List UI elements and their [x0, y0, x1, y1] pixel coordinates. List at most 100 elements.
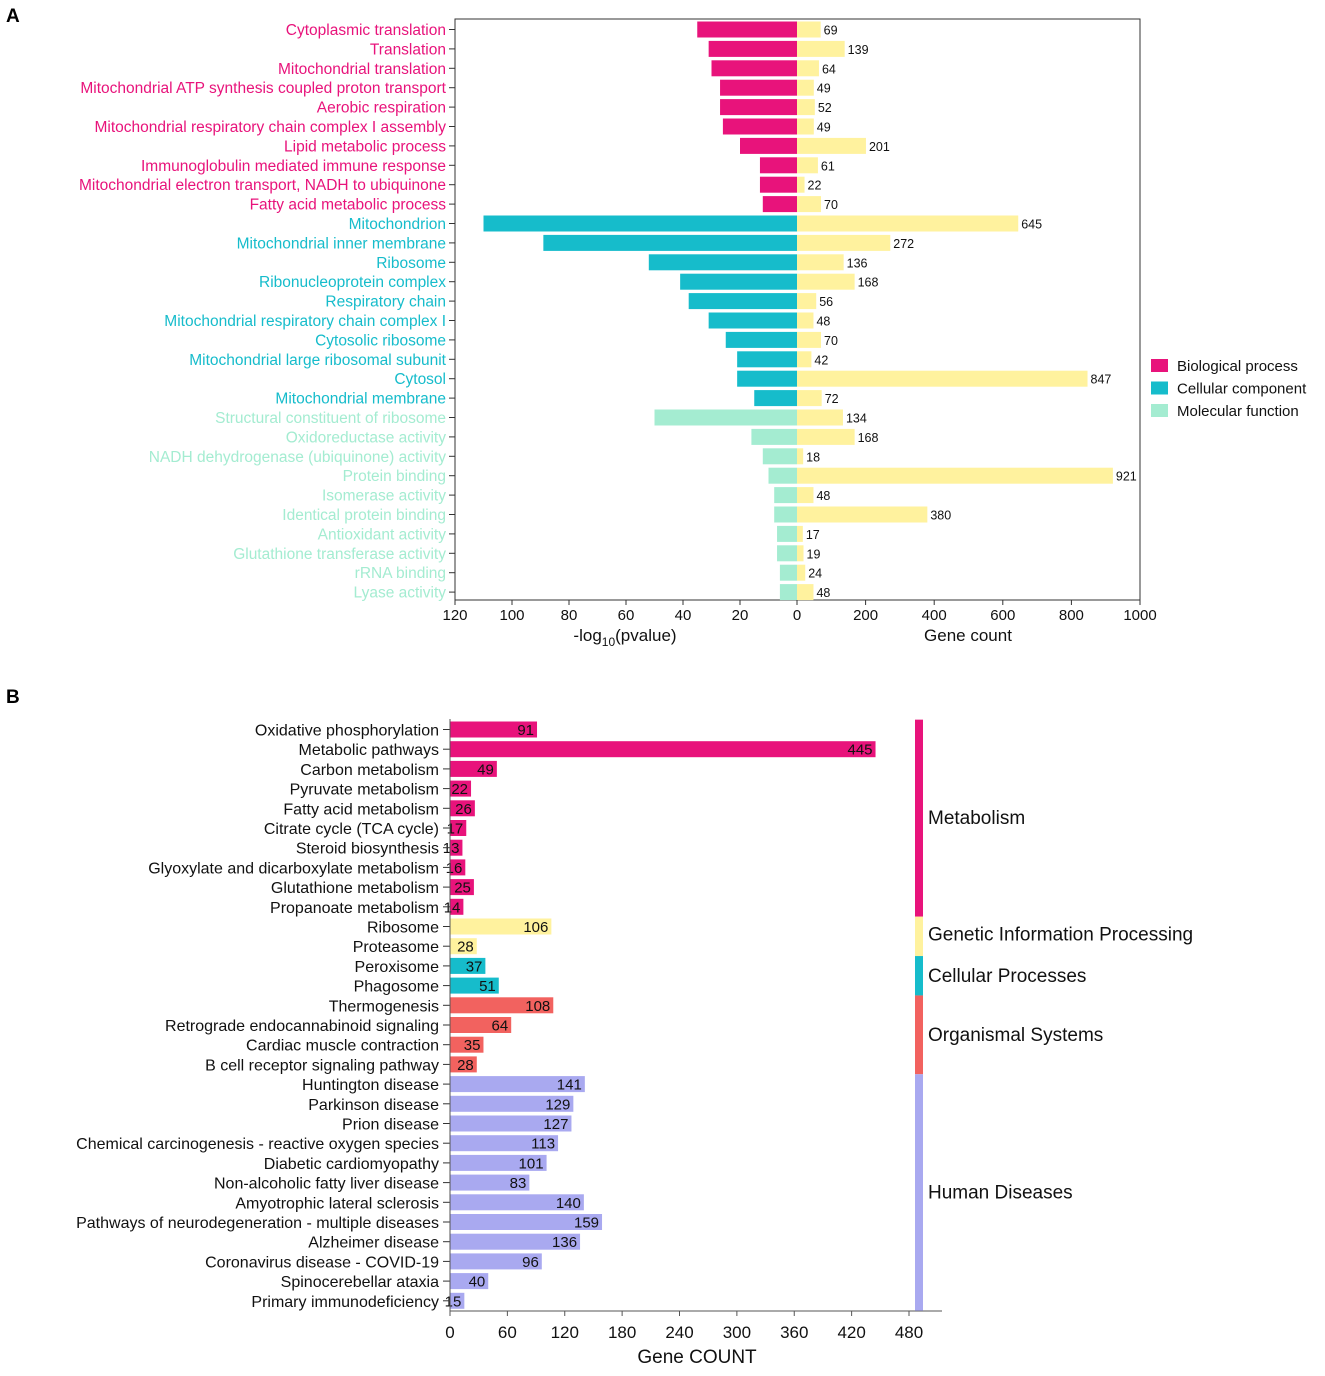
pvalue-bar: [762, 448, 797, 465]
gene-count-bar: [797, 234, 891, 251]
pathway-label: Carbon metabolism: [300, 762, 439, 779]
x-tick-label: 800: [1059, 607, 1084, 624]
pvalue-bar: [680, 273, 797, 290]
term-label: Identical protein binding: [282, 507, 446, 524]
pathway-bar: [450, 820, 467, 836]
pathway-bar: [450, 977, 499, 994]
pathway-value-label: 64: [492, 1018, 509, 1035]
pvalue-bar: [777, 545, 797, 562]
pvalue-bar: [725, 331, 797, 348]
pvalue-bar: [740, 137, 797, 154]
x-tick-label: 300: [723, 1323, 751, 1342]
gene-count-label: 42: [814, 353, 828, 367]
gene-count-bar: [797, 525, 803, 542]
x-tick-label: 0: [445, 1323, 454, 1342]
gene-count-label: 72: [825, 392, 839, 406]
term-label: Isomerase activity: [322, 488, 446, 505]
pathway-label: Glutathione metabolism: [271, 880, 439, 897]
x-tick-label: 80: [561, 607, 578, 624]
pathway-bar: [450, 1115, 572, 1132]
pathway-bar: [450, 898, 464, 915]
pathway-bar: [450, 760, 497, 777]
pathway-bar: [450, 1076, 585, 1093]
pathway-label: Non-alcoholic fatty liver disease: [214, 1176, 439, 1193]
gene-count-label: 69: [824, 24, 838, 38]
pathway-bar: [450, 800, 475, 817]
term-label: Structural constituent of ribosome: [215, 410, 446, 427]
x-tick-label: 400: [922, 607, 947, 624]
legend-swatch: [1151, 359, 1168, 372]
pathway-bar: [450, 1292, 465, 1309]
left-axis-title: -log10(pvalue): [573, 626, 676, 649]
pathway-label: Spinocerebellar ataxia: [281, 1274, 439, 1291]
pathway-value-label: 13: [443, 840, 460, 857]
gene-count-bar: [797, 448, 804, 465]
group-label: Cellular Processes: [928, 966, 1086, 987]
gene-count-bar: [797, 545, 804, 562]
gene-count-bar: [797, 176, 805, 193]
panel-b-kegg-pathway-chart: 91 Oxidative phosphorylation 445 Metabolic …: [76, 719, 1193, 1368]
term-label: Mitochondrial respiratory chain complex …: [164, 313, 446, 330]
pathway-bar: [450, 1214, 603, 1230]
legend-label: Cellular component: [1177, 381, 1307, 398]
pathway-bar: [450, 1154, 547, 1171]
left-axis-title-prefix: -log: [573, 626, 601, 645]
group-strip: [915, 956, 923, 996]
pathway-bar: [450, 1253, 542, 1270]
pathway-label: Alzheimer disease: [308, 1235, 439, 1252]
x-tick-label: 360: [780, 1323, 808, 1342]
pvalue-bar: [759, 176, 797, 193]
pathway-value-label: 129: [545, 1096, 570, 1113]
legend-swatch: [1151, 404, 1168, 417]
pathway-label: Oxidative phosphorylation: [255, 723, 439, 740]
gene-count-bar: [797, 428, 855, 445]
pathway-bar: [450, 1135, 559, 1152]
pathway-bar: [450, 780, 472, 797]
legend-label: Biological process: [1177, 358, 1298, 375]
pathway-label: Parkinson disease: [308, 1097, 439, 1114]
pvalue-bar: [722, 118, 797, 135]
pathway-value-label: 49: [477, 761, 494, 778]
x-tick-label: 20: [732, 607, 749, 624]
pathway-value-label: 91: [517, 722, 534, 739]
gene-count-bar: [797, 137, 866, 154]
pathway-label: Steroid biosynthesis: [296, 841, 439, 858]
pathway-label: Pathways of neurodegeneration - multiple…: [76, 1215, 439, 1232]
pathway-label: Diabetic cardiomyopathy: [264, 1156, 439, 1173]
term-label: Antioxidant activity: [318, 526, 447, 543]
pathway-label: Proteasome: [353, 939, 439, 956]
gene-count-label: 56: [819, 295, 833, 309]
x-tick-label: 600: [990, 607, 1015, 624]
gene-count-bar: [797, 196, 822, 213]
pathway-value-label: 37: [466, 958, 483, 975]
term-label: Mitochondrial large ribosomal subunit: [189, 352, 446, 369]
pathway-value-label: 40: [469, 1274, 486, 1291]
group-label: Human Diseases: [928, 1182, 1073, 1203]
pathway-bar: [450, 879, 474, 896]
pathway-label: Chemical carcinogenesis - reactive oxyge…: [76, 1136, 439, 1153]
gene-count-label: 168: [858, 431, 879, 445]
gene-count-label: 48: [816, 315, 830, 329]
pathway-label: Metabolic pathways: [298, 742, 439, 759]
pvalue-bar: [720, 79, 797, 96]
pvalue-bar: [697, 21, 797, 38]
x-tick-label: 120: [551, 1323, 579, 1342]
pvalue-bar: [774, 487, 797, 504]
pathway-value-label: 35: [464, 1037, 481, 1054]
pathway-bar: [450, 938, 477, 955]
pathway-label: Peroxisome: [355, 959, 440, 976]
gene-count-bar: [797, 390, 822, 407]
pathway-value-label: 14: [444, 899, 461, 916]
gene-count-bar: [797, 254, 844, 271]
pvalue-bar: [483, 215, 797, 232]
term-label: Aerobic respiration: [317, 100, 446, 117]
gene-count-label: 272: [893, 237, 914, 251]
pathway-label: Primary immunodeficiency: [251, 1294, 439, 1311]
pathway-bar: [450, 1194, 584, 1211]
pathway-value-label: 108: [525, 998, 550, 1015]
pathway-value-label: 140: [556, 1195, 581, 1212]
pvalue-bar: [751, 428, 797, 445]
pathway-label: Citrate cycle (TCA cycle): [264, 821, 439, 838]
gene-count-label: 134: [846, 412, 867, 426]
gene-count-label: 645: [1021, 218, 1042, 232]
